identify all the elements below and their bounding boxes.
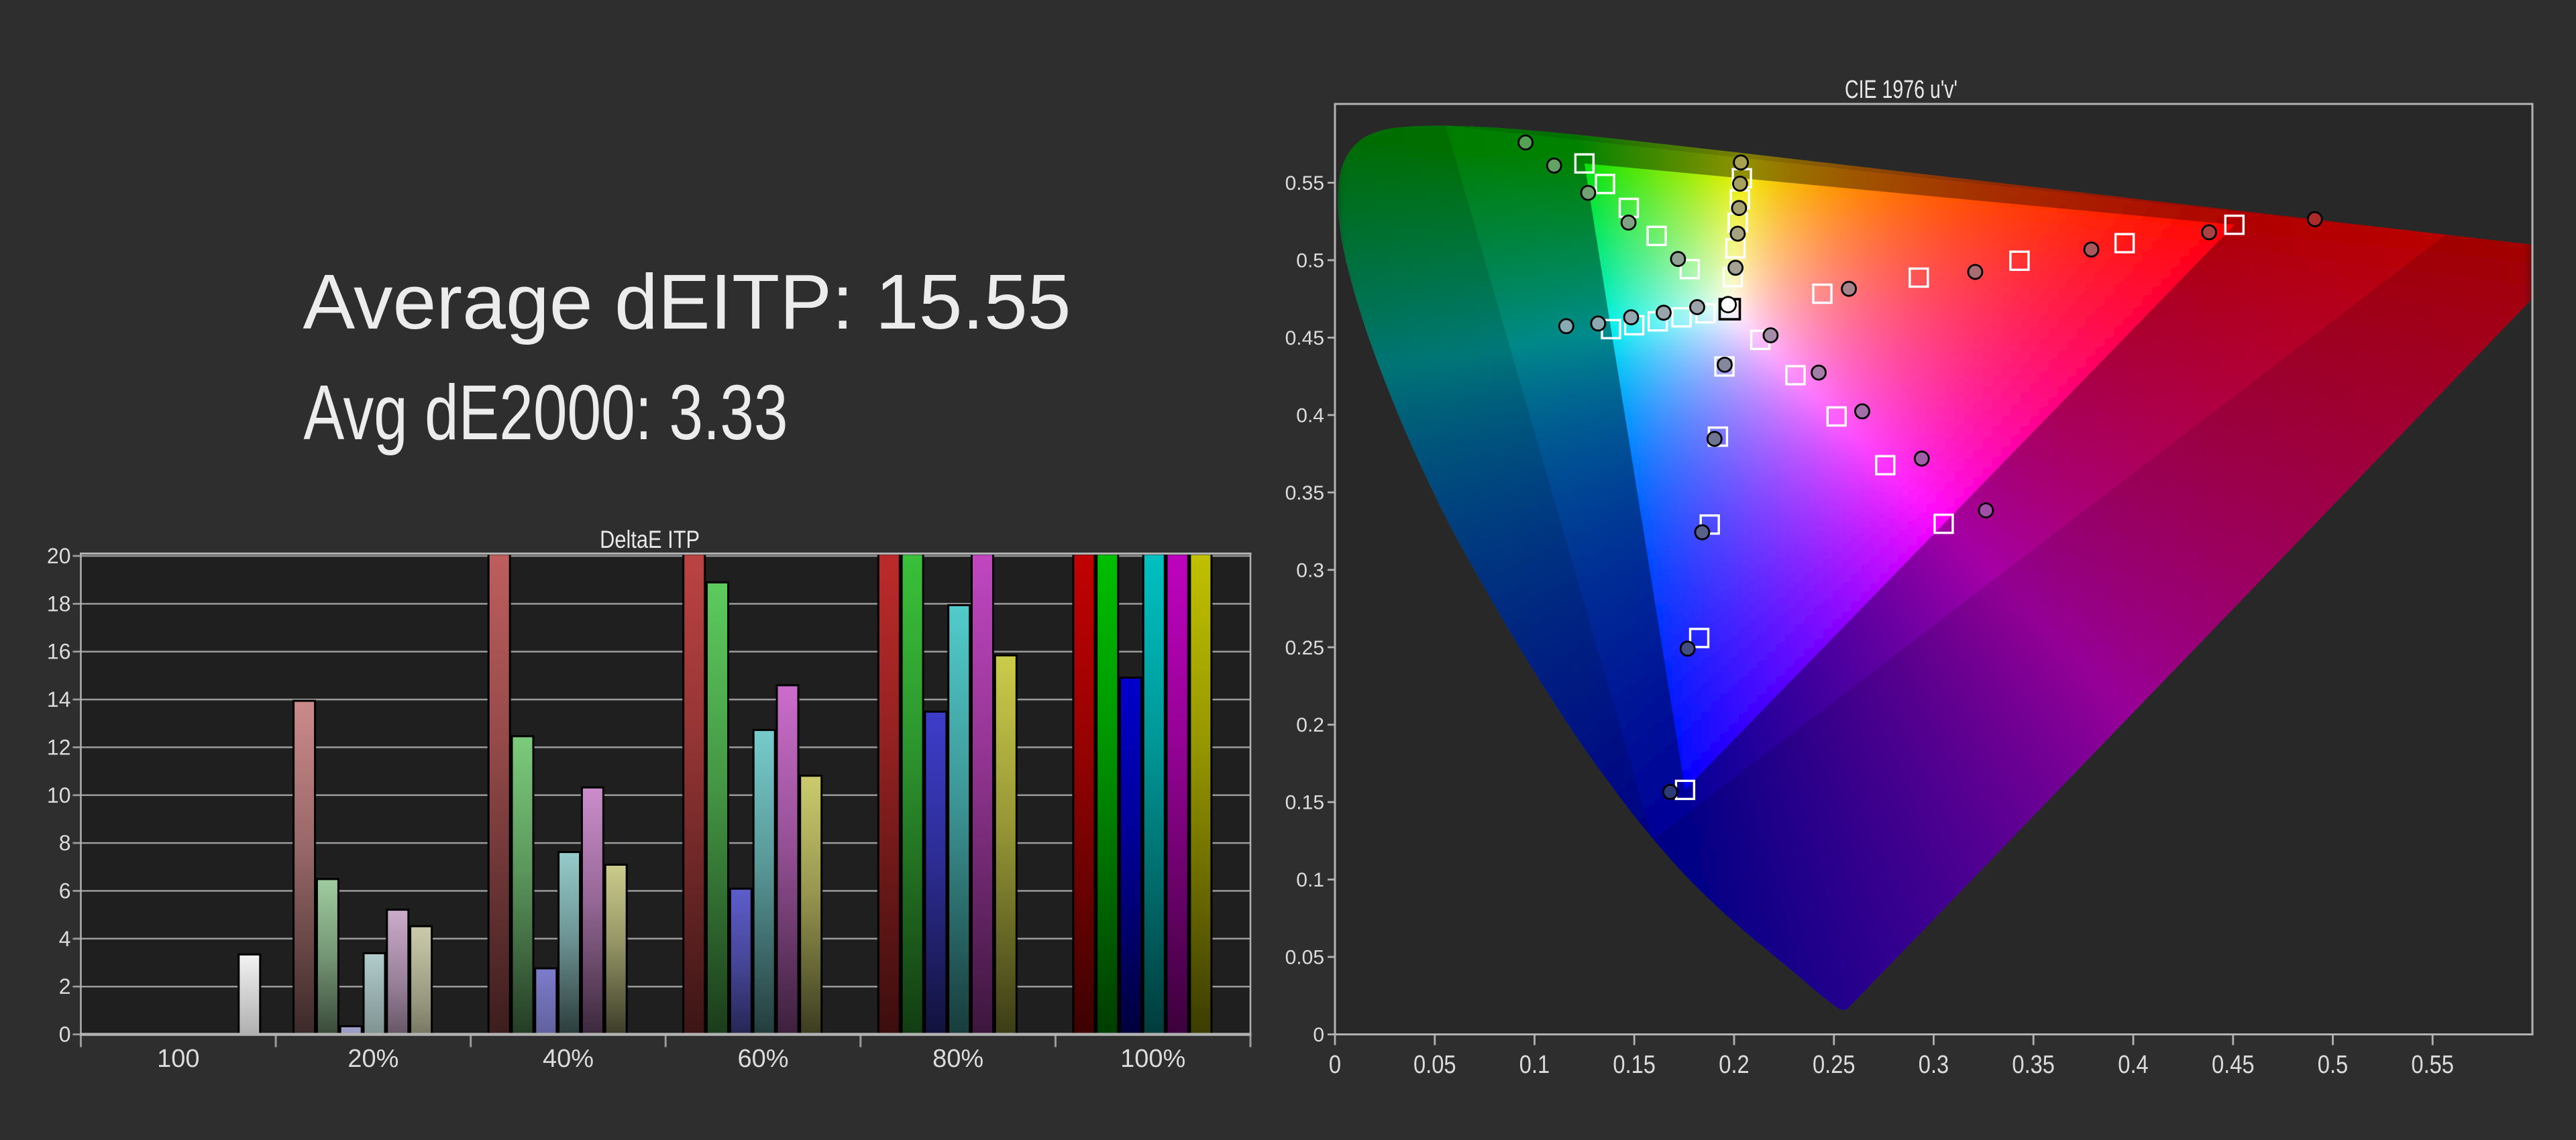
svg-text:80%: 80% bbox=[932, 1045, 983, 1073]
svg-text:0.15: 0.15 bbox=[1285, 792, 1324, 814]
svg-text:0.05: 0.05 bbox=[1285, 947, 1324, 969]
svg-text:0.55: 0.55 bbox=[2411, 1051, 2454, 1079]
svg-text:0.35: 0.35 bbox=[2012, 1051, 2055, 1079]
svg-text:100: 100 bbox=[157, 1045, 199, 1073]
svg-text:0.2: 0.2 bbox=[1719, 1051, 1749, 1079]
svg-text:0.35: 0.35 bbox=[1285, 482, 1324, 504]
svg-text:0: 0 bbox=[1329, 1051, 1341, 1079]
svg-text:0.05: 0.05 bbox=[1413, 1051, 1456, 1079]
svg-text:0.45: 0.45 bbox=[2212, 1051, 2255, 1079]
svg-text:Avg dE2000: 3.33: Avg dE2000: 3.33 bbox=[304, 369, 788, 456]
svg-text:CIE 1976 u'v': CIE 1976 u'v' bbox=[1845, 76, 1957, 104]
svg-text:0.3: 0.3 bbox=[1296, 559, 1324, 581]
svg-text:0.2: 0.2 bbox=[1296, 714, 1324, 736]
svg-text:20: 20 bbox=[47, 544, 71, 568]
svg-text:20%: 20% bbox=[347, 1045, 398, 1073]
svg-text:0.25: 0.25 bbox=[1813, 1051, 1856, 1079]
svg-text:0.45: 0.45 bbox=[1285, 327, 1324, 349]
svg-text:60%: 60% bbox=[737, 1045, 788, 1073]
svg-text:0.15: 0.15 bbox=[1613, 1051, 1656, 1079]
svg-text:14: 14 bbox=[47, 687, 71, 711]
svg-text:6: 6 bbox=[59, 879, 71, 903]
svg-text:0.3: 0.3 bbox=[1919, 1051, 1949, 1079]
svg-text:0.1: 0.1 bbox=[1296, 869, 1324, 891]
svg-text:0.55: 0.55 bbox=[1285, 172, 1324, 194]
svg-text:10: 10 bbox=[47, 783, 71, 807]
svg-text:100%: 100% bbox=[1120, 1045, 1185, 1073]
svg-text:40%: 40% bbox=[543, 1045, 594, 1073]
svg-text:8: 8 bbox=[59, 831, 71, 855]
svg-text:0.4: 0.4 bbox=[2118, 1051, 2148, 1079]
svg-text:0.4: 0.4 bbox=[1296, 404, 1324, 426]
svg-text:2: 2 bbox=[59, 974, 71, 999]
svg-text:4: 4 bbox=[59, 927, 71, 951]
svg-text:16: 16 bbox=[47, 640, 71, 664]
svg-text:0: 0 bbox=[1313, 1024, 1324, 1046]
svg-text:DeltaE ITP: DeltaE ITP bbox=[600, 526, 700, 553]
svg-text:0: 0 bbox=[59, 1023, 71, 1047]
svg-text:0.1: 0.1 bbox=[1519, 1051, 1550, 1079]
svg-text:0.5: 0.5 bbox=[2318, 1051, 2348, 1079]
svg-text:12: 12 bbox=[47, 735, 71, 759]
svg-text:0.5: 0.5 bbox=[1296, 250, 1324, 272]
svg-text:Average dEITP: 15.55: Average dEITP: 15.55 bbox=[303, 258, 1071, 345]
svg-text:18: 18 bbox=[47, 591, 71, 616]
svg-text:0.25: 0.25 bbox=[1285, 637, 1324, 659]
